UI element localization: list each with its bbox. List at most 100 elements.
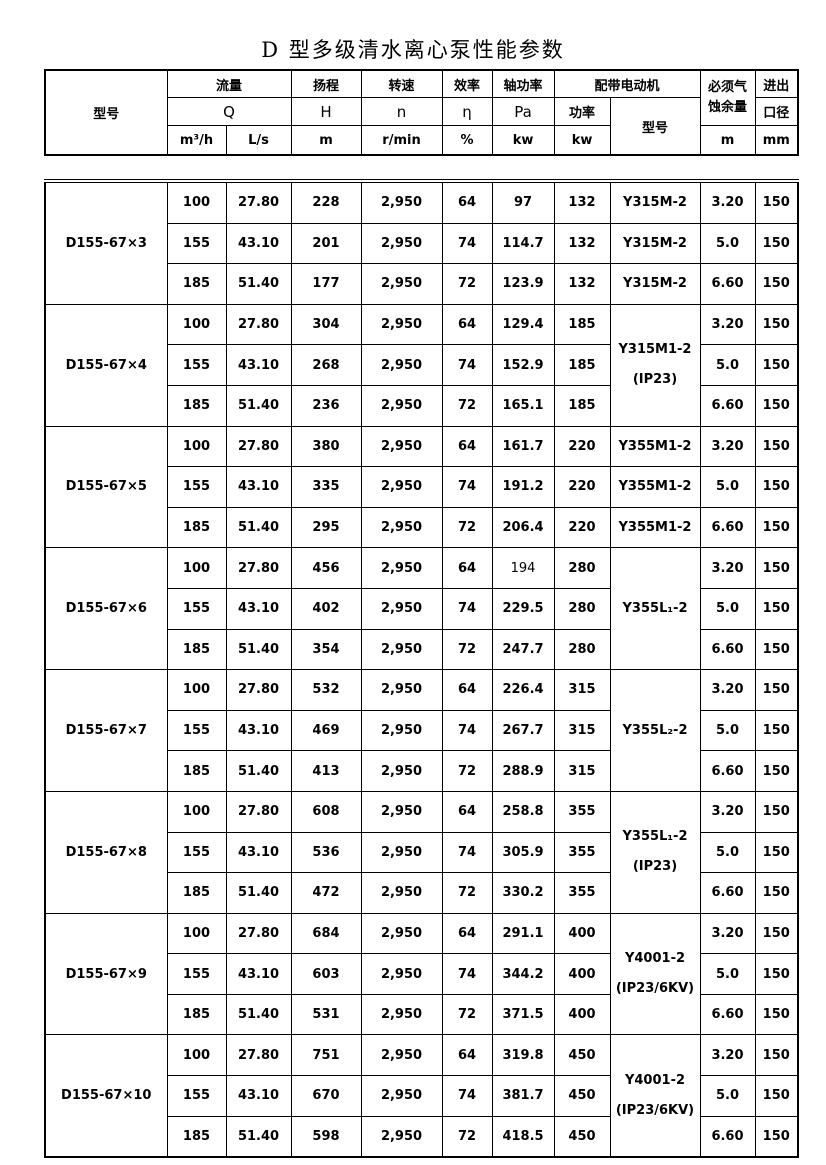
cell-shaft-power: 330.2	[491, 872, 555, 914]
cell-flow-ls: 51.40	[225, 628, 292, 671]
cell-flow-ls: 43.10	[225, 953, 292, 995]
cell-npsh: 3.20	[699, 303, 756, 346]
cell-port: 150	[754, 384, 799, 427]
cell-speed: 2,950	[360, 466, 443, 508]
cell-shaft-power: 288.9	[491, 750, 555, 792]
cell-motor-model: Y315M-2	[609, 180, 701, 224]
cell-port: 150	[754, 831, 799, 874]
cell-efficiency: 72	[441, 1115, 493, 1158]
cell-speed: 2,950	[360, 628, 443, 671]
cell-port: 150	[754, 750, 799, 792]
cell-npsh: 3.20	[699, 180, 756, 224]
cell-port: 150	[754, 263, 799, 305]
cell-efficiency: 74	[441, 831, 493, 874]
cell-efficiency: 74	[441, 953, 493, 995]
cell-speed: 2,950	[360, 587, 443, 630]
cell-motor-model: Y355L₂-2	[609, 669, 701, 792]
cell-flow-ls: 43.10	[225, 709, 292, 752]
unit-motor-power: kw	[553, 125, 611, 156]
motor-model-line: (IP23)	[632, 372, 678, 388]
spec-row: 185 51.40 413 2,950 72 288.9 315 6.60 150	[45, 750, 799, 792]
col-header-shaft-power: 轴功率	[491, 69, 555, 98]
cell-speed: 2,950	[360, 669, 443, 711]
cell-port: 150	[754, 344, 799, 386]
cell-motor-power: 220	[553, 506, 611, 549]
cell-flow-m3h: 155	[166, 466, 227, 508]
cell-npsh: 6.60	[699, 993, 756, 1036]
cell-head: 236	[290, 384, 362, 427]
cell-flow-ls: 27.80	[225, 547, 292, 589]
spec-row: D155-67×5 100 27.80 380 2,950 64 161.7 220 Y355M…	[44, 425, 799, 549]
cell-flow-ls: 51.40	[225, 993, 292, 1036]
cell-flow-m3h: 155	[166, 344, 227, 386]
cell-head: 335	[290, 466, 362, 508]
cell-shaft-power: 305.9	[491, 831, 555, 874]
cell-shaft-power: 258.8	[491, 790, 555, 833]
header-row-1: 型号 流量 扬程 转速 效率 轴功率 配带电动机 必须气 蚀余量 进出	[44, 69, 799, 156]
cell-npsh: 5.0	[699, 709, 756, 752]
cell-head: 598	[290, 1115, 362, 1158]
spec-row: D155-67×9 100 27.80 684 2,950 64 291.1 400 Y4001…	[44, 912, 799, 1036]
cell-shaft-power: 165.1	[491, 384, 555, 427]
spec-row: 155 43.10 268 2,950 74 152.9 185 5.0 150	[45, 344, 799, 386]
cell-speed: 2,950	[360, 1115, 443, 1158]
cell-efficiency: 74	[441, 344, 493, 386]
cell-efficiency: 72	[441, 506, 493, 549]
cell-head: 751	[290, 1034, 362, 1077]
cell-flow-ls: 43.10	[225, 831, 292, 874]
cell-efficiency: 64	[441, 547, 493, 589]
motor-model-line: (IP23/6KV)	[615, 981, 695, 997]
cell-motor-power: 400	[553, 953, 611, 995]
spec-row: 155 43.10 402 2,950 74 229.5 280 5.0 150	[45, 587, 799, 630]
cell-port: 150	[754, 506, 799, 549]
col-header-efficiency: 效率	[441, 69, 493, 98]
cell-efficiency: 72	[441, 628, 493, 671]
cell-shaft-power: 247.7	[491, 628, 555, 671]
cell-motor-power: 185	[553, 384, 611, 427]
cell-speed: 2,950	[360, 222, 443, 265]
cell-efficiency: 64	[441, 669, 493, 711]
cell-port: 150	[754, 912, 799, 955]
cell-speed: 2,950	[360, 547, 443, 589]
cell-port: 150	[754, 872, 799, 914]
spec-row: 155 43.10 670 2,950 74 381.7 450 5.0 150	[45, 1075, 799, 1117]
cell-npsh: 5.0	[699, 222, 756, 265]
cell-head: 380	[290, 425, 362, 468]
cell-efficiency: 74	[441, 1075, 493, 1117]
cell-motor-power: 355	[553, 790, 611, 833]
header-row-3: m³/h L/s m r/min % kw kw m mm	[45, 125, 799, 156]
cell-flow-m3h: 185	[166, 1115, 227, 1158]
cell-npsh: 6.60	[699, 506, 756, 549]
cell-shaft-power: 161.7	[491, 425, 555, 468]
cell-motor-power: 315	[553, 709, 611, 752]
npsh-label-line1: 必须气	[708, 79, 748, 95]
cell-flow-ls: 43.10	[225, 466, 292, 508]
cell-efficiency: 72	[441, 750, 493, 792]
cell-shaft-power: 191.2	[491, 466, 555, 508]
cell-port: 150	[754, 953, 799, 995]
cell-speed: 2,950	[360, 1034, 443, 1077]
cell-shaft-power: 123.9	[491, 263, 555, 305]
cell-port: 150	[754, 180, 799, 224]
cell-motor-model: Y355L₁-2	[609, 547, 701, 671]
cell-flow-m3h: 100	[166, 669, 227, 711]
cell-head: 402	[290, 587, 362, 630]
cell-flow-m3h: 100	[166, 790, 227, 833]
cell-flow-ls: 51.40	[225, 1115, 292, 1158]
cell-npsh: 5.0	[699, 1075, 756, 1117]
cell-speed: 2,950	[360, 384, 443, 427]
cell-speed: 2,950	[360, 263, 443, 305]
cell-npsh: 6.60	[699, 872, 756, 914]
cell-motor-power: 450	[553, 1034, 611, 1077]
cell-port: 150	[754, 222, 799, 265]
cell-head: 304	[290, 303, 362, 346]
cell-head: 228	[290, 180, 362, 224]
col-header-flow: 流量	[166, 69, 292, 98]
cell-efficiency: 72	[441, 872, 493, 914]
cell-motor-power: 185	[553, 344, 611, 386]
cell-head: 177	[290, 263, 362, 305]
col-header-port-line2: 口径	[754, 97, 799, 126]
col-header-motor-power: 功率	[553, 97, 611, 126]
cell-shaft-power: 152.9	[491, 344, 555, 386]
